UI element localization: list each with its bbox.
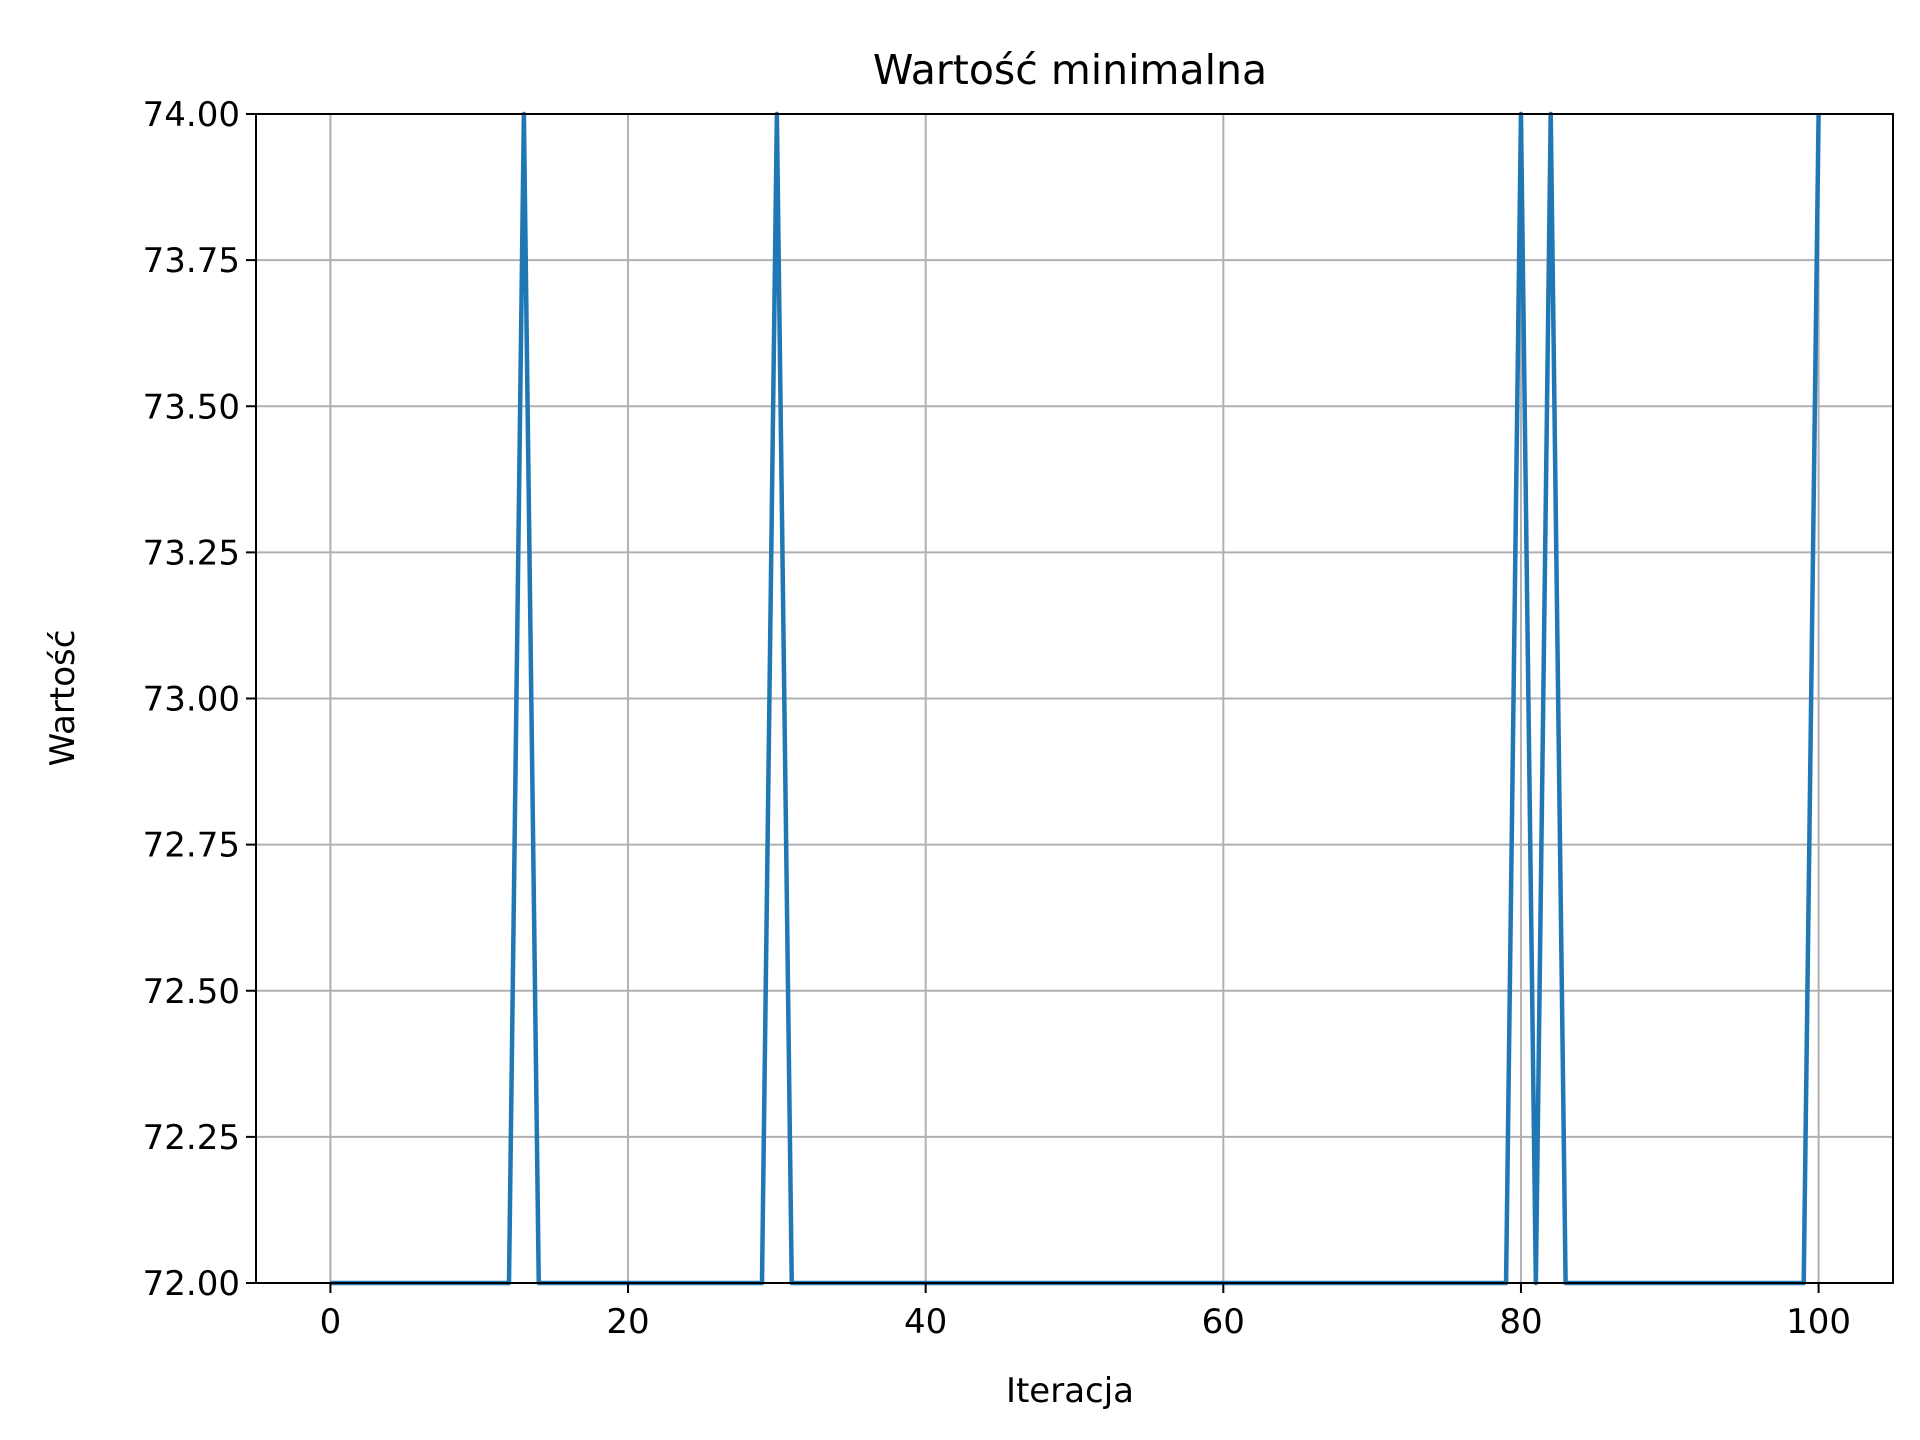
y-axis-title: Wartość [43,630,83,767]
x-tick-label: 100 [1786,1302,1851,1342]
x-tick-label: 20 [606,1302,649,1342]
y-tick-label: 72.75 [143,826,240,866]
y-axis: 72.00 72.25 72.50 72.75 73.00 73.25 73.50 73.75… [143,95,256,1304]
y-tick-label: 72.50 [143,972,240,1012]
x-axis-title: Iteracja [1006,1371,1134,1411]
y-tick-label: 73.00 [143,680,240,720]
y-tick-label: 72.25 [143,1118,240,1158]
x-tick-label: 40 [904,1302,947,1342]
x-tick-label: 0 [320,1302,342,1342]
y-tick-label: 72.00 [143,1264,240,1304]
y-tick-label: 73.50 [143,387,240,427]
x-axis: 0 20 40 60 80 100 [320,1283,1851,1342]
grid-lines [256,113,1893,1284]
y-tick-label: 74.00 [143,95,240,135]
x-tick-label: 60 [1202,1302,1245,1342]
y-tick-label: 73.25 [143,533,240,573]
y-tick-label: 73.75 [143,241,240,281]
chart-title: Wartość minimalna [873,46,1267,94]
x-tick-label: 80 [1499,1302,1542,1342]
